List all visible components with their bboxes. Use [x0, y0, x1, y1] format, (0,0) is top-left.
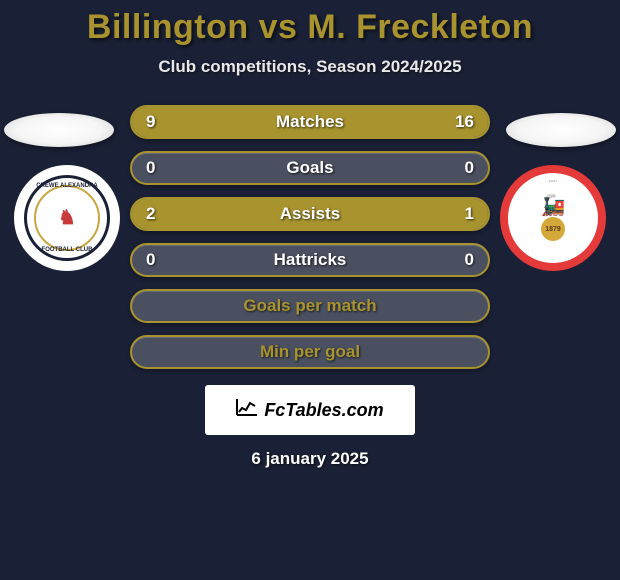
stat-bar: Goals per match — [130, 289, 490, 323]
bar-value-left: 0 — [146, 245, 155, 275]
bar-label: Hattricks — [132, 245, 488, 275]
subtitle: Club competitions, Season 2024/2025 — [0, 57, 620, 77]
train-icon: 🚂 — [541, 193, 566, 218]
bar-value-left: 9 — [146, 107, 155, 137]
badge-right-year: 1879 — [541, 217, 565, 241]
stat-bar: Assists2 1 — [130, 197, 490, 231]
bar-label: Goals per match — [132, 291, 488, 321]
stat-bar: Goals0 0 — [130, 151, 490, 185]
badge-left-bot-text: FOOTBALL CLUB — [42, 247, 93, 253]
club-badge-left: CREWE ALEXANDRA ♞ FOOTBALL CLUB — [14, 165, 120, 271]
chart-icon — [236, 398, 258, 422]
page-title: Billington vs M. Freckleton — [0, 8, 620, 47]
main-area: CREWE ALEXANDRA ♞ FOOTBALL CLUB ····· 🚂 … — [0, 105, 620, 369]
stat-bar: Hattricks0 0 — [130, 243, 490, 277]
bar-label: Assists — [132, 199, 488, 229]
badge-left-text: CREWE ALEXANDRA ♞ FOOTBALL CLUB — [14, 165, 120, 271]
bar-value-right: 16 — [455, 107, 474, 137]
player-right-name: M. Freckleton — [307, 8, 533, 46]
stat-bars: Matches916Goals00Assists21Hattricks00Goa… — [130, 105, 490, 369]
decor-oval-right — [506, 113, 616, 147]
club-badge-right: ····· 🚂 1879 — [500, 165, 606, 271]
bar-value-right: 1 — [465, 199, 474, 229]
bar-label: Goals — [132, 153, 488, 183]
stat-bar: Matches9 16 — [130, 105, 490, 139]
source-brand: FcTables.com — [264, 400, 383, 421]
vs-separator: vs — [249, 8, 308, 46]
bar-value-left: 2 — [146, 199, 155, 229]
badge-left-top-text: CREWE ALEXANDRA — [36, 183, 97, 189]
bar-value-right: 0 — [465, 153, 474, 183]
player-left-name: Billington — [87, 8, 249, 46]
comparison-infographic: Billington vs M. Freckleton Club competi… — [0, 0, 620, 580]
bar-value-right: 0 — [465, 245, 474, 275]
lion-icon: ♞ — [58, 208, 76, 228]
source-attribution: FcTables.com — [205, 385, 415, 435]
badge-right-arc-text: ····· — [549, 179, 557, 185]
bar-label: Matches — [132, 107, 488, 137]
stat-bar: Min per goal — [130, 335, 490, 369]
date-label: 6 january 2025 — [0, 449, 620, 469]
decor-oval-left — [4, 113, 114, 147]
bar-value-left: 0 — [146, 153, 155, 183]
bar-label: Min per goal — [132, 337, 488, 367]
